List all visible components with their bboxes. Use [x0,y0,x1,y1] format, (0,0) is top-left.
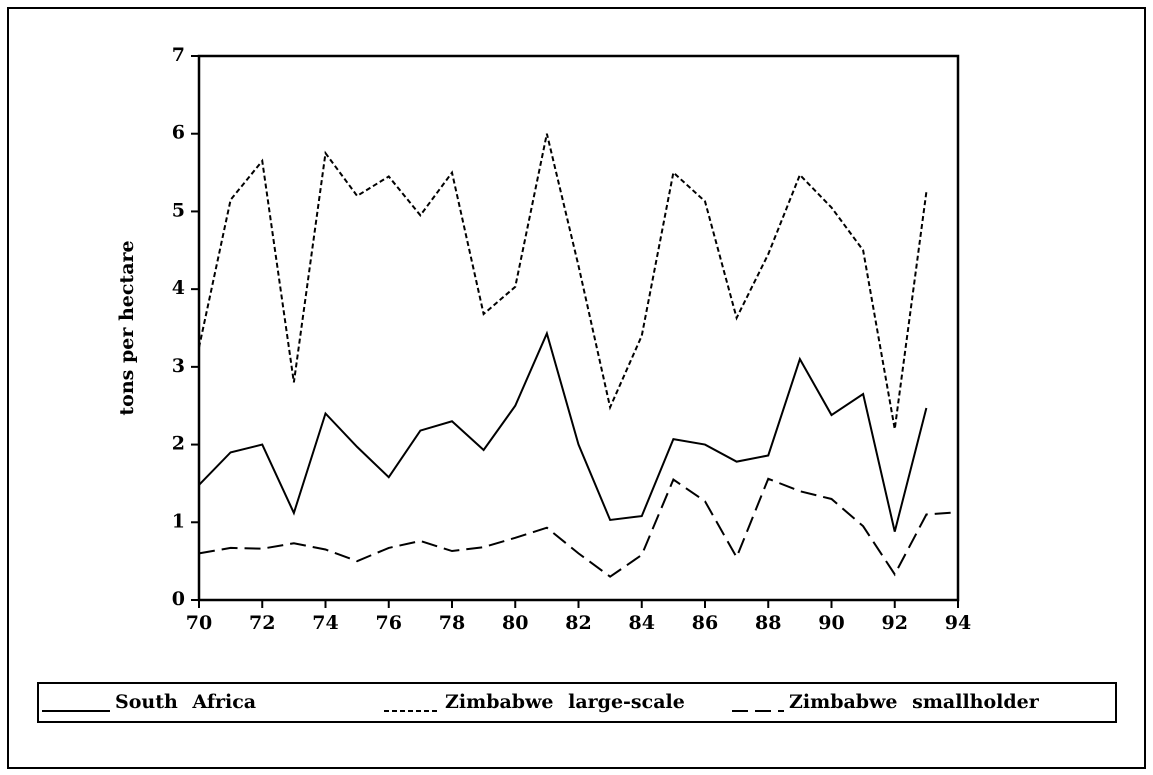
x-tick-label: 76 [376,612,402,634]
x-tick-label: 78 [439,612,465,634]
plot-area [197,54,960,602]
x-tick-label: 72 [249,612,275,634]
x-tick-label: 82 [565,612,591,634]
y-tick-label: 3 [172,355,185,377]
x-tick-label: 80 [502,612,528,634]
y-tick-label: 0 [172,588,185,610]
y-tick-label: 6 [172,122,185,144]
series-line [198,133,928,430]
x-tick-label: 90 [818,612,844,634]
y-tick-label: 2 [172,433,185,455]
y-axis-label: tons per hectare [116,240,138,415]
x-tick-label: 86 [692,612,718,634]
y-tick-label: 7 [172,44,185,66]
series-line [198,477,959,578]
legend-box [37,682,1117,723]
y-tick-label: 1 [172,510,185,532]
series-line [198,330,928,532]
legend-label: Zimbabwe large-scale [445,691,685,713]
frame [7,7,1146,769]
legend-label: South Africa [115,691,256,713]
y-tick-label: 5 [172,199,185,221]
x-tick-label: 74 [312,612,338,634]
x-tick-label: 84 [629,612,655,634]
legend-label: Zimbabwe smallholder [789,691,1040,713]
x-tick-label: 70 [186,612,212,634]
x-tick-label: 92 [882,612,908,634]
y-tick-label: 4 [172,277,185,299]
x-tick-label: 88 [755,612,781,634]
x-tick-label: 94 [945,612,971,634]
